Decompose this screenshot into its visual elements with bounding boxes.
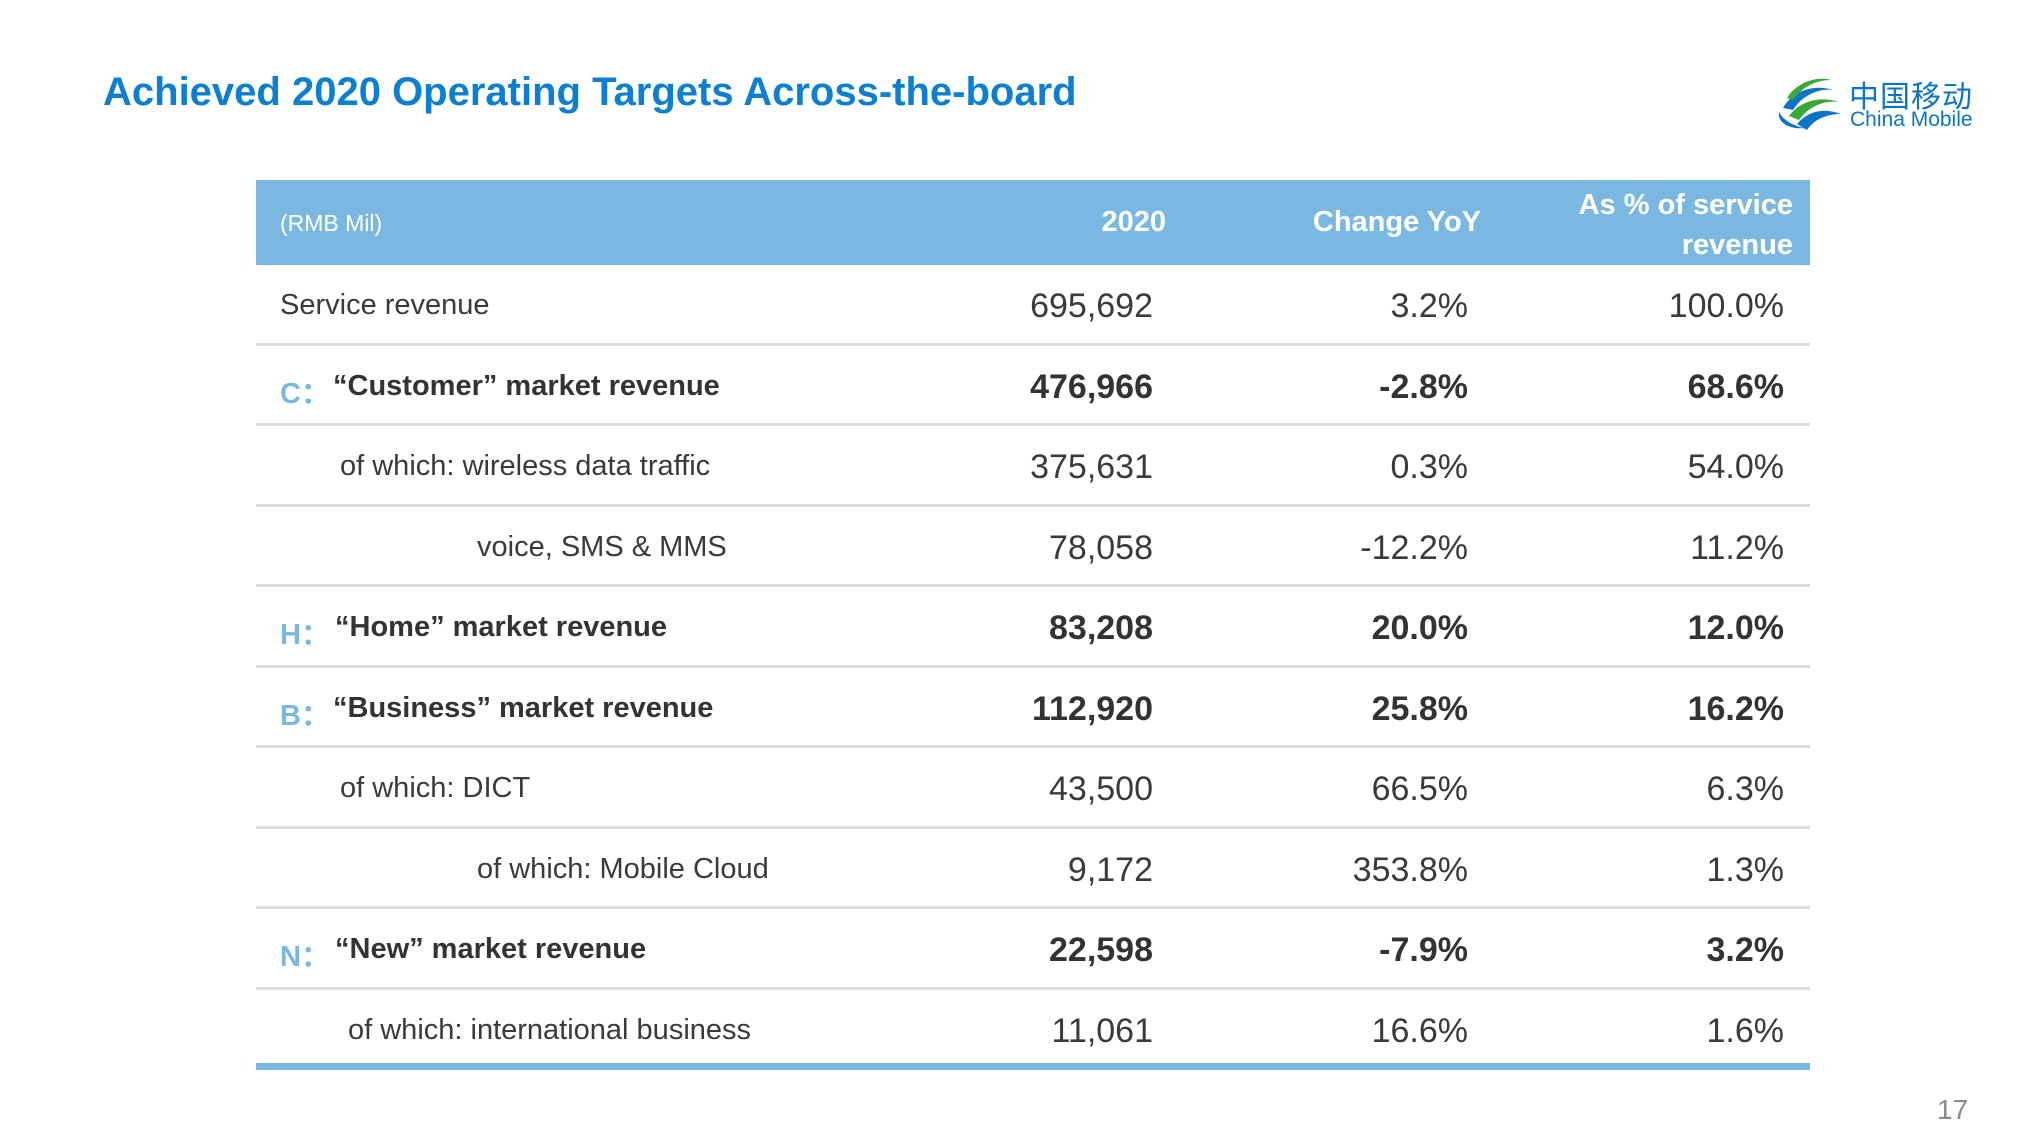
value-2020: 9,172 (1067, 850, 1153, 889)
row-label: “Home” market revenue (335, 611, 668, 643)
value-share: 12.0% (1687, 609, 1784, 647)
value-2020: 78,058 (1049, 528, 1153, 567)
value-share: 68.6% (1687, 367, 1784, 406)
table-row: N： “New” market revenue 22,598 -7.9% 3.2… (256, 909, 1810, 990)
table-row: of which: DICT 43,500 66.5% 6.3% (256, 748, 1810, 829)
row-prefix: H： (280, 619, 330, 651)
logo-text-cn: 中国移动 (1849, 80, 1973, 115)
row-label: “Customer” market revenue (333, 369, 720, 402)
row-prefix: N： (280, 941, 330, 973)
value-share: 100.0% (1668, 287, 1784, 325)
table-row: voice, SMS & MMS 78,058 -12.2% 11.2% (256, 507, 1810, 587)
value-2020: 83,208 (1049, 609, 1153, 647)
table-row: Service revenue 695,692 3.2% 100.0% (256, 265, 1810, 346)
table-row: C： “Customer” market revenue 476,966 -2.… (256, 346, 1810, 426)
value-2020: 112,920 (1031, 689, 1153, 728)
value-share: 16.2% (1687, 689, 1784, 728)
value-change-yoy: -7.9% (1379, 931, 1468, 969)
row-label: voice, SMS & MMS (477, 530, 727, 563)
row-label: “Business” market revenue (333, 691, 714, 724)
value-share: 11.2% (1690, 528, 1784, 567)
value-2020: 11,061 (1051, 1011, 1153, 1050)
value-change-yoy: 66.5% (1371, 770, 1468, 808)
value-change-yoy: 16.6% (1371, 1011, 1468, 1050)
row-label: of which: Mobile Cloud (477, 852, 769, 885)
header-2020: 2020 (1101, 206, 1166, 238)
value-change-yoy: -12.2% (1360, 528, 1468, 567)
row-label: “New” market revenue (335, 933, 647, 965)
china-mobile-logo: 中国移动 China Mobile (1775, 68, 1985, 136)
table-row: B： “Business” market revenue 112,920 25.… (256, 668, 1810, 748)
header-share-of-service-revenue: As % of service revenue (1578, 189, 1793, 261)
value-share: 1.3% (1706, 850, 1785, 889)
row-label: of which: international business (348, 1013, 752, 1046)
china-mobile-swirl-icon (1778, 78, 1841, 130)
value-2020: 476,966 (1030, 367, 1153, 406)
value-change-yoy: 3.2% (1390, 287, 1469, 325)
value-change-yoy: 20.0% (1371, 609, 1468, 647)
value-change-yoy: 353.8% (1352, 850, 1468, 889)
value-share: 6.3% (1706, 770, 1785, 808)
row-label: of which: DICT (340, 772, 531, 804)
revenue-table: (RMB Mil) 2020 Change YoY As % of servic… (256, 180, 1810, 1070)
value-share: 1.6% (1706, 1011, 1785, 1050)
page-number: 17 (1937, 1094, 1969, 1125)
value-2020: 695,692 (1030, 287, 1153, 325)
value-2020: 43,500 (1049, 770, 1153, 808)
header-change-yoy: Change YoY (1312, 206, 1481, 238)
row-label: of which: wireless data traffic (340, 450, 711, 482)
table-row: H： “Home” market revenue 83,208 20.0% 12… (256, 587, 1810, 668)
value-change-yoy: 25.8% (1371, 689, 1468, 728)
table-row: of which: wireless data traffic 375,631 … (256, 426, 1810, 507)
value-change-yoy: -2.8% (1379, 367, 1468, 406)
slide-title: Achieved 2020 Operating Targets Across-t… (103, 70, 1077, 114)
value-2020: 375,631 (1030, 448, 1153, 486)
row-label: Service revenue (280, 289, 490, 321)
table-row: of which: Mobile Cloud 9,172 353.8% 1.3% (256, 829, 1810, 909)
row-prefix: B： (280, 699, 330, 732)
logo-text-en: China Mobile (1850, 108, 1973, 131)
value-change-yoy: 0.3% (1390, 448, 1469, 486)
table-header: (RMB Mil) 2020 Change YoY As % of servic… (256, 180, 1810, 265)
value-share: 3.2% (1706, 931, 1785, 969)
unit-label: (RMB Mil) (280, 210, 383, 236)
value-share: 54.0% (1687, 448, 1784, 486)
value-2020: 22,598 (1049, 931, 1153, 969)
table-row: of which: international business 11,061 … (256, 990, 1810, 1070)
row-prefix: C： (280, 377, 330, 410)
